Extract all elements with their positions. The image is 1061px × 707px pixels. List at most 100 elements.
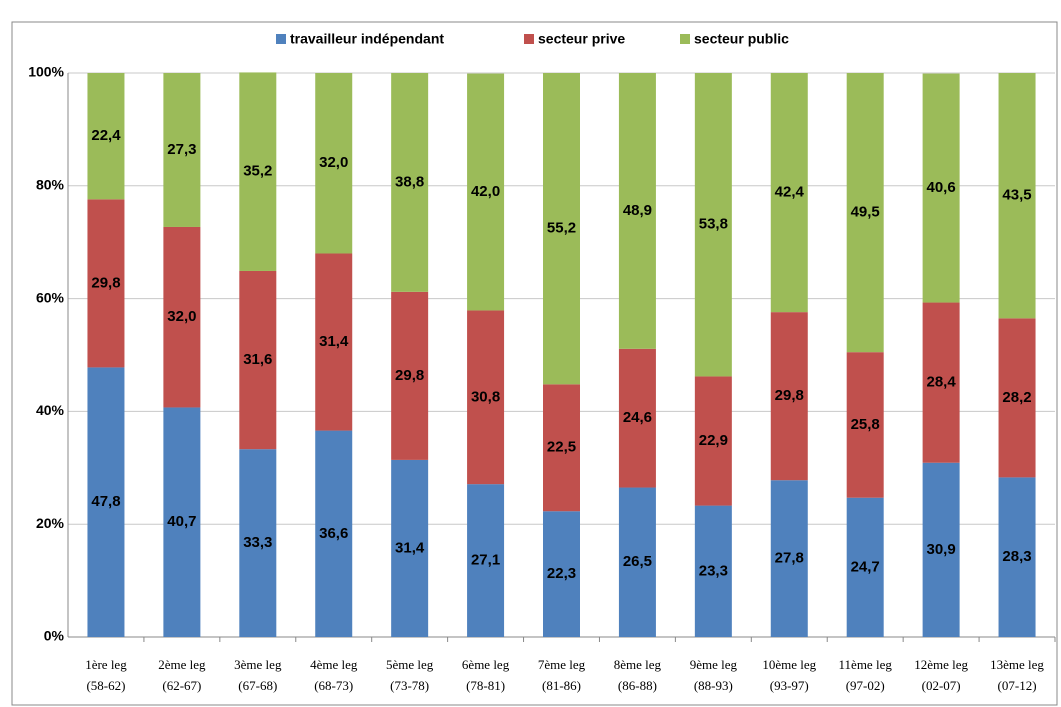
- bar-segment: [770, 73, 808, 313]
- y-tick-label: 100%: [28, 64, 64, 80]
- data-label: 22,9: [699, 432, 728, 449]
- bar-segment: [998, 318, 1036, 478]
- bar-segment: [694, 73, 732, 377]
- data-label: 29,8: [395, 367, 424, 384]
- x-tick-label: 10ème leg: [762, 657, 816, 672]
- data-label: 43,5: [1002, 187, 1031, 204]
- bar-segment: [391, 291, 429, 460]
- bar-segment: [846, 497, 884, 637]
- bar-segment: [239, 449, 277, 637]
- data-label: 29,8: [775, 387, 804, 404]
- data-label: 55,2: [547, 220, 576, 237]
- legend-label: travailleur indépendant: [290, 31, 444, 47]
- x-tick-label: (73-78): [390, 678, 429, 693]
- bar-segment: [391, 459, 429, 637]
- y-tick-label: 80%: [36, 177, 65, 193]
- bar-segment: [163, 226, 201, 408]
- bar-segment: [467, 484, 505, 637]
- bar-segment: [467, 310, 505, 485]
- x-tick-label: (62-67): [162, 678, 201, 693]
- bar-segment: [922, 462, 960, 637]
- data-label: 36,6: [319, 525, 348, 542]
- data-label: 31,6: [243, 351, 272, 368]
- data-label: 47,8: [91, 493, 120, 510]
- data-label: 35,2: [243, 163, 272, 180]
- x-tick-label: 4ème leg: [310, 657, 358, 672]
- data-label: 27,1: [471, 552, 500, 569]
- x-tick-label: (58-62): [86, 678, 125, 693]
- bar-segment: [543, 511, 580, 637]
- data-label: 24,6: [623, 409, 652, 426]
- bar-segment: [163, 407, 201, 637]
- data-label: 26,5: [623, 553, 652, 570]
- x-tick-label: (86-88): [618, 678, 657, 693]
- data-label: 40,6: [927, 179, 956, 196]
- bar-segment: [467, 73, 505, 311]
- x-tick-label: 7ème leg: [538, 657, 586, 672]
- data-label: 24,7: [851, 558, 880, 575]
- bar-segment: [543, 384, 580, 512]
- data-label: 30,9: [927, 541, 956, 558]
- bar-segment: [922, 73, 960, 303]
- legend-label: secteur prive: [538, 31, 625, 47]
- data-label: 42,0: [471, 183, 500, 200]
- data-label: 32,0: [319, 154, 348, 171]
- bar-segment: [998, 73, 1036, 319]
- legend-swatch: [276, 34, 286, 44]
- data-label: 28,4: [927, 374, 957, 391]
- x-tick-label: 1ère leg: [85, 657, 127, 672]
- data-label: 25,8: [851, 416, 880, 433]
- data-label: 30,8: [471, 388, 500, 405]
- data-label: 23,3: [699, 562, 728, 579]
- bar-segment: [618, 487, 656, 637]
- x-tick-label: 3ème leg: [234, 657, 282, 672]
- bar-segment: [87, 367, 125, 637]
- bar-segment: [770, 480, 808, 637]
- data-label: 32,0: [167, 308, 196, 325]
- bar-segment: [618, 348, 656, 488]
- data-label: 28,2: [1002, 389, 1031, 406]
- data-label: 38,8: [395, 173, 424, 190]
- x-tick-label: (07-12): [998, 678, 1037, 693]
- x-tick-label: 12ème leg: [914, 657, 968, 672]
- data-label: 27,3: [167, 141, 196, 158]
- data-label: 49,5: [851, 204, 880, 221]
- legend-swatch: [524, 34, 534, 44]
- x-tick-label: (02-07): [922, 678, 961, 693]
- bar-segment: [543, 73, 580, 385]
- bar-segment: [239, 270, 277, 450]
- y-tick-label: 60%: [36, 289, 65, 305]
- x-tick-label: (67-68): [238, 678, 277, 693]
- data-label: 22,4: [91, 127, 121, 144]
- x-tick-label: 5ème leg: [386, 657, 434, 672]
- bar-segment: [315, 253, 353, 431]
- x-tick-label: 6ème leg: [462, 657, 510, 672]
- bar-segment: [694, 376, 732, 506]
- bar-segment: [846, 352, 884, 498]
- bar-segment: [315, 73, 353, 254]
- bar-segment: [239, 72, 277, 271]
- y-tick-label: 0%: [44, 628, 65, 644]
- data-label: 33,3: [243, 534, 272, 551]
- y-tick-label: 20%: [36, 515, 65, 531]
- bar-segment: [618, 73, 656, 349]
- bar-segment: [694, 505, 732, 637]
- legend-swatch: [680, 34, 690, 44]
- data-label: 42,4: [775, 184, 805, 201]
- x-tick-label: (93-97): [770, 678, 809, 693]
- bar-segment: [315, 430, 353, 637]
- x-tick-label: 11ème leg: [839, 657, 893, 672]
- data-label: 48,9: [623, 202, 652, 219]
- data-label: 29,8: [91, 274, 120, 291]
- x-tick-label: (88-93): [694, 678, 733, 693]
- bar-segment: [770, 312, 808, 481]
- x-tick-label: (97-02): [846, 678, 885, 693]
- x-tick-label: 9ème leg: [690, 657, 738, 672]
- x-tick-label: (78-81): [466, 678, 505, 693]
- bar-segment: [163, 73, 201, 227]
- data-label: 28,3: [1002, 548, 1031, 565]
- data-label: 22,5: [547, 439, 576, 456]
- x-tick-label: 2ème leg: [158, 657, 206, 672]
- bar-segment: [87, 73, 125, 200]
